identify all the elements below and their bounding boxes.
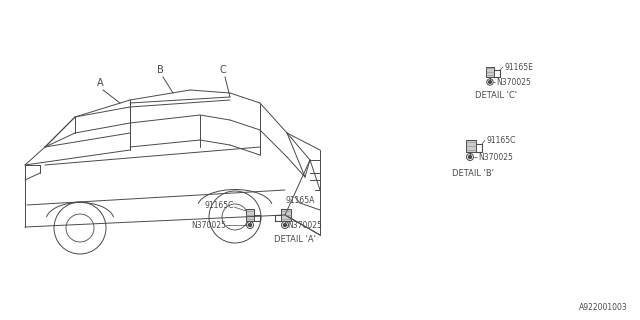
Text: N370025: N370025 (287, 220, 322, 229)
Circle shape (248, 223, 252, 227)
Text: A: A (97, 78, 103, 88)
Text: 91165C: 91165C (205, 202, 234, 211)
Circle shape (284, 223, 287, 227)
FancyBboxPatch shape (486, 67, 494, 77)
Circle shape (488, 81, 492, 84)
Text: DETAIL 'A': DETAIL 'A' (274, 236, 316, 244)
FancyBboxPatch shape (281, 209, 291, 221)
Text: N370025: N370025 (478, 153, 513, 162)
Text: C: C (220, 65, 227, 75)
Text: N370025: N370025 (496, 77, 531, 86)
Text: 91165C: 91165C (486, 135, 515, 145)
FancyBboxPatch shape (466, 140, 476, 152)
Text: 91165A: 91165A (285, 196, 314, 205)
Text: 91165E: 91165E (504, 62, 533, 71)
Circle shape (468, 156, 472, 158)
Text: DETAIL 'B': DETAIL 'B' (452, 169, 494, 178)
Text: B: B (157, 65, 163, 75)
Text: A922001003: A922001003 (579, 303, 628, 312)
FancyBboxPatch shape (246, 209, 254, 221)
Text: N370025: N370025 (191, 220, 226, 229)
Text: DETAIL 'C': DETAIL 'C' (475, 91, 517, 100)
